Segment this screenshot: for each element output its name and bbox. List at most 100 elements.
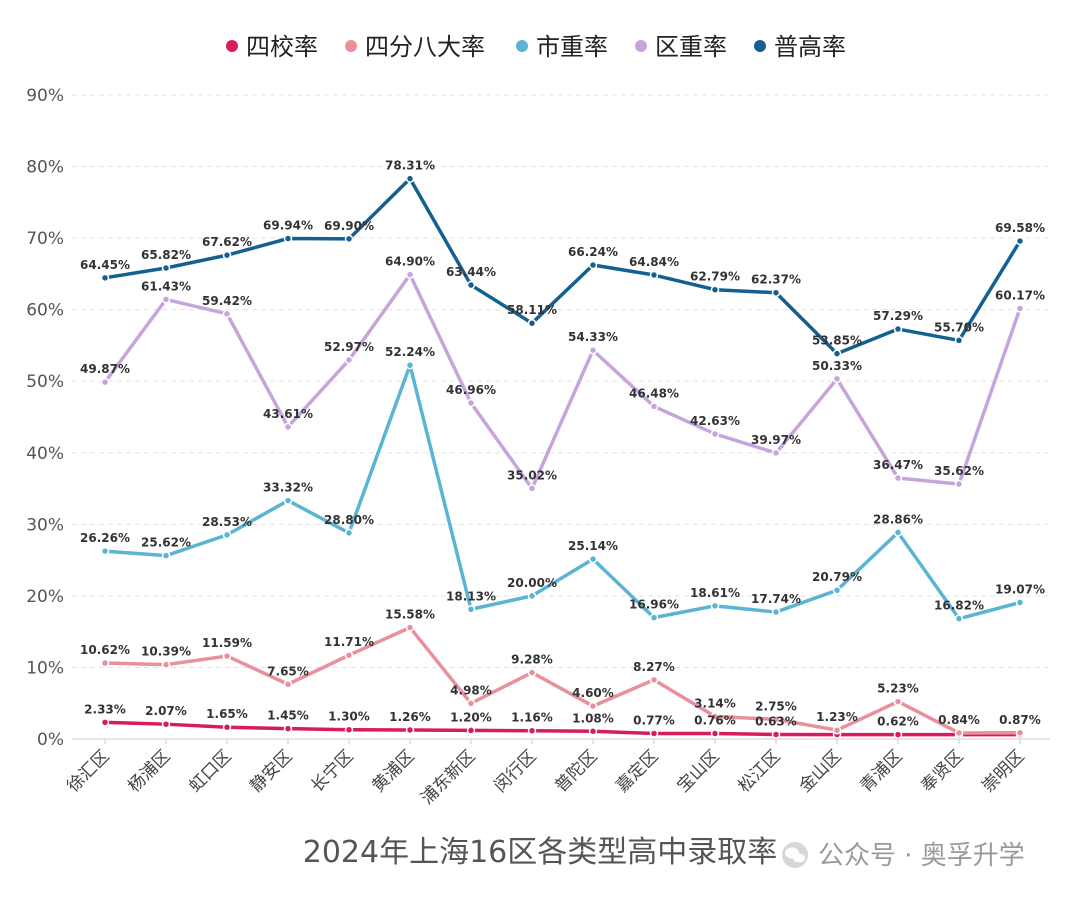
data-point bbox=[344, 725, 354, 734]
data-point bbox=[710, 429, 720, 439]
legend-label: 市重率 bbox=[536, 33, 608, 61]
data-point bbox=[222, 250, 232, 260]
data-label: 61.43% bbox=[141, 279, 191, 293]
data-label: 1.30% bbox=[328, 710, 370, 724]
data-point bbox=[527, 318, 537, 328]
data-label: 1.45% bbox=[267, 709, 309, 723]
data-point bbox=[649, 675, 659, 685]
data-label: 62.37% bbox=[751, 273, 801, 287]
data-label: 20.00% bbox=[507, 576, 557, 590]
y-tick-label: 30% bbox=[26, 515, 64, 535]
data-label: 52.24% bbox=[385, 345, 435, 359]
x-tick-label: 长宁区 bbox=[307, 746, 357, 796]
data-label: 7.65% bbox=[267, 664, 309, 678]
data-point bbox=[161, 660, 171, 669]
data-label: 35.02% bbox=[507, 468, 557, 482]
data-label: 4.60% bbox=[572, 686, 614, 700]
data-label: 46.48% bbox=[629, 386, 679, 400]
data-point bbox=[1015, 236, 1025, 246]
legend-label: 区重率 bbox=[655, 33, 727, 61]
data-point bbox=[893, 697, 903, 706]
data-label: 1.26% bbox=[389, 710, 431, 724]
data-point bbox=[527, 484, 537, 493]
legend-marker bbox=[516, 40, 528, 52]
data-label: 46.96% bbox=[446, 383, 496, 397]
data-point bbox=[954, 728, 964, 738]
data-label: 54.33% bbox=[568, 330, 618, 344]
data-point bbox=[405, 270, 415, 279]
data-point bbox=[710, 285, 720, 294]
data-point bbox=[100, 658, 110, 668]
y-tick-label: 0% bbox=[37, 730, 64, 750]
data-point bbox=[283, 724, 293, 733]
data-label: 16.96% bbox=[629, 598, 679, 612]
wechat-icon bbox=[782, 842, 808, 868]
data-point bbox=[710, 712, 720, 721]
y-tick-label: 70% bbox=[26, 229, 64, 249]
data-point bbox=[893, 473, 903, 483]
data-point bbox=[893, 528, 903, 537]
x-tick-label: 松江区 bbox=[734, 746, 784, 796]
data-point bbox=[283, 422, 293, 432]
data-label: 18.13% bbox=[446, 589, 496, 603]
data-point bbox=[283, 680, 293, 689]
data-point bbox=[466, 726, 476, 735]
data-point bbox=[344, 650, 354, 660]
data-label: 66.24% bbox=[568, 245, 618, 259]
y-tick-label: 10% bbox=[26, 658, 64, 678]
data-label: 43.61% bbox=[263, 407, 313, 421]
data-point bbox=[344, 528, 354, 538]
series-line bbox=[103, 272, 1022, 491]
y-tick-label: 50% bbox=[26, 372, 64, 392]
data-point bbox=[100, 546, 110, 556]
data-label: 2.75% bbox=[755, 699, 797, 713]
data-point bbox=[649, 729, 659, 738]
data-point bbox=[771, 288, 781, 297]
data-label: 53.85% bbox=[812, 334, 862, 348]
x-tick-label: 金山区 bbox=[795, 746, 845, 796]
data-point bbox=[649, 270, 659, 280]
data-point bbox=[161, 295, 171, 304]
y-tick-label: 90% bbox=[26, 86, 64, 106]
data-label: 49.87% bbox=[80, 362, 130, 376]
data-label: 1.08% bbox=[572, 711, 614, 725]
data-label: 52.97% bbox=[324, 340, 374, 354]
data-label: 2.33% bbox=[84, 702, 126, 716]
data-label: 25.14% bbox=[568, 539, 618, 553]
x-tick-label: 杨浦区 bbox=[124, 746, 174, 796]
data-label: 28.53% bbox=[202, 515, 252, 529]
data-label: 9.28% bbox=[511, 653, 553, 667]
data-label: 64.45% bbox=[80, 258, 130, 272]
data-label: 2.07% bbox=[145, 704, 187, 718]
data-point bbox=[222, 309, 232, 319]
data-point bbox=[1015, 728, 1025, 738]
data-point bbox=[588, 554, 598, 564]
data-label: 0.76% bbox=[694, 714, 736, 728]
x-tick-label: 虹口区 bbox=[185, 746, 235, 796]
data-point bbox=[832, 725, 842, 735]
y-tick-label: 60% bbox=[26, 301, 64, 321]
data-label: 1.23% bbox=[816, 710, 858, 724]
data-label: 57.29% bbox=[873, 309, 923, 323]
data-label: 28.80% bbox=[324, 513, 374, 527]
data-label: 58.11% bbox=[507, 303, 557, 317]
data-label: 35.62% bbox=[934, 464, 984, 478]
data-point bbox=[283, 496, 293, 505]
data-point bbox=[222, 651, 232, 661]
data-point bbox=[954, 479, 964, 489]
data-label: 33.32% bbox=[263, 481, 313, 495]
data-point bbox=[100, 718, 110, 727]
x-tick-label: 徐汇区 bbox=[63, 746, 113, 796]
data-point bbox=[466, 699, 476, 708]
data-label: 69.90% bbox=[324, 219, 374, 233]
y-tick-label: 40% bbox=[26, 444, 64, 464]
data-point bbox=[588, 727, 598, 736]
data-label: 64.84% bbox=[629, 255, 679, 269]
x-tick-label: 宝山区 bbox=[673, 746, 723, 796]
data-label: 15.58% bbox=[385, 608, 435, 622]
data-point bbox=[771, 607, 781, 617]
data-point bbox=[405, 174, 415, 183]
x-tick-label: 静安区 bbox=[246, 746, 296, 796]
data-point bbox=[222, 530, 232, 540]
